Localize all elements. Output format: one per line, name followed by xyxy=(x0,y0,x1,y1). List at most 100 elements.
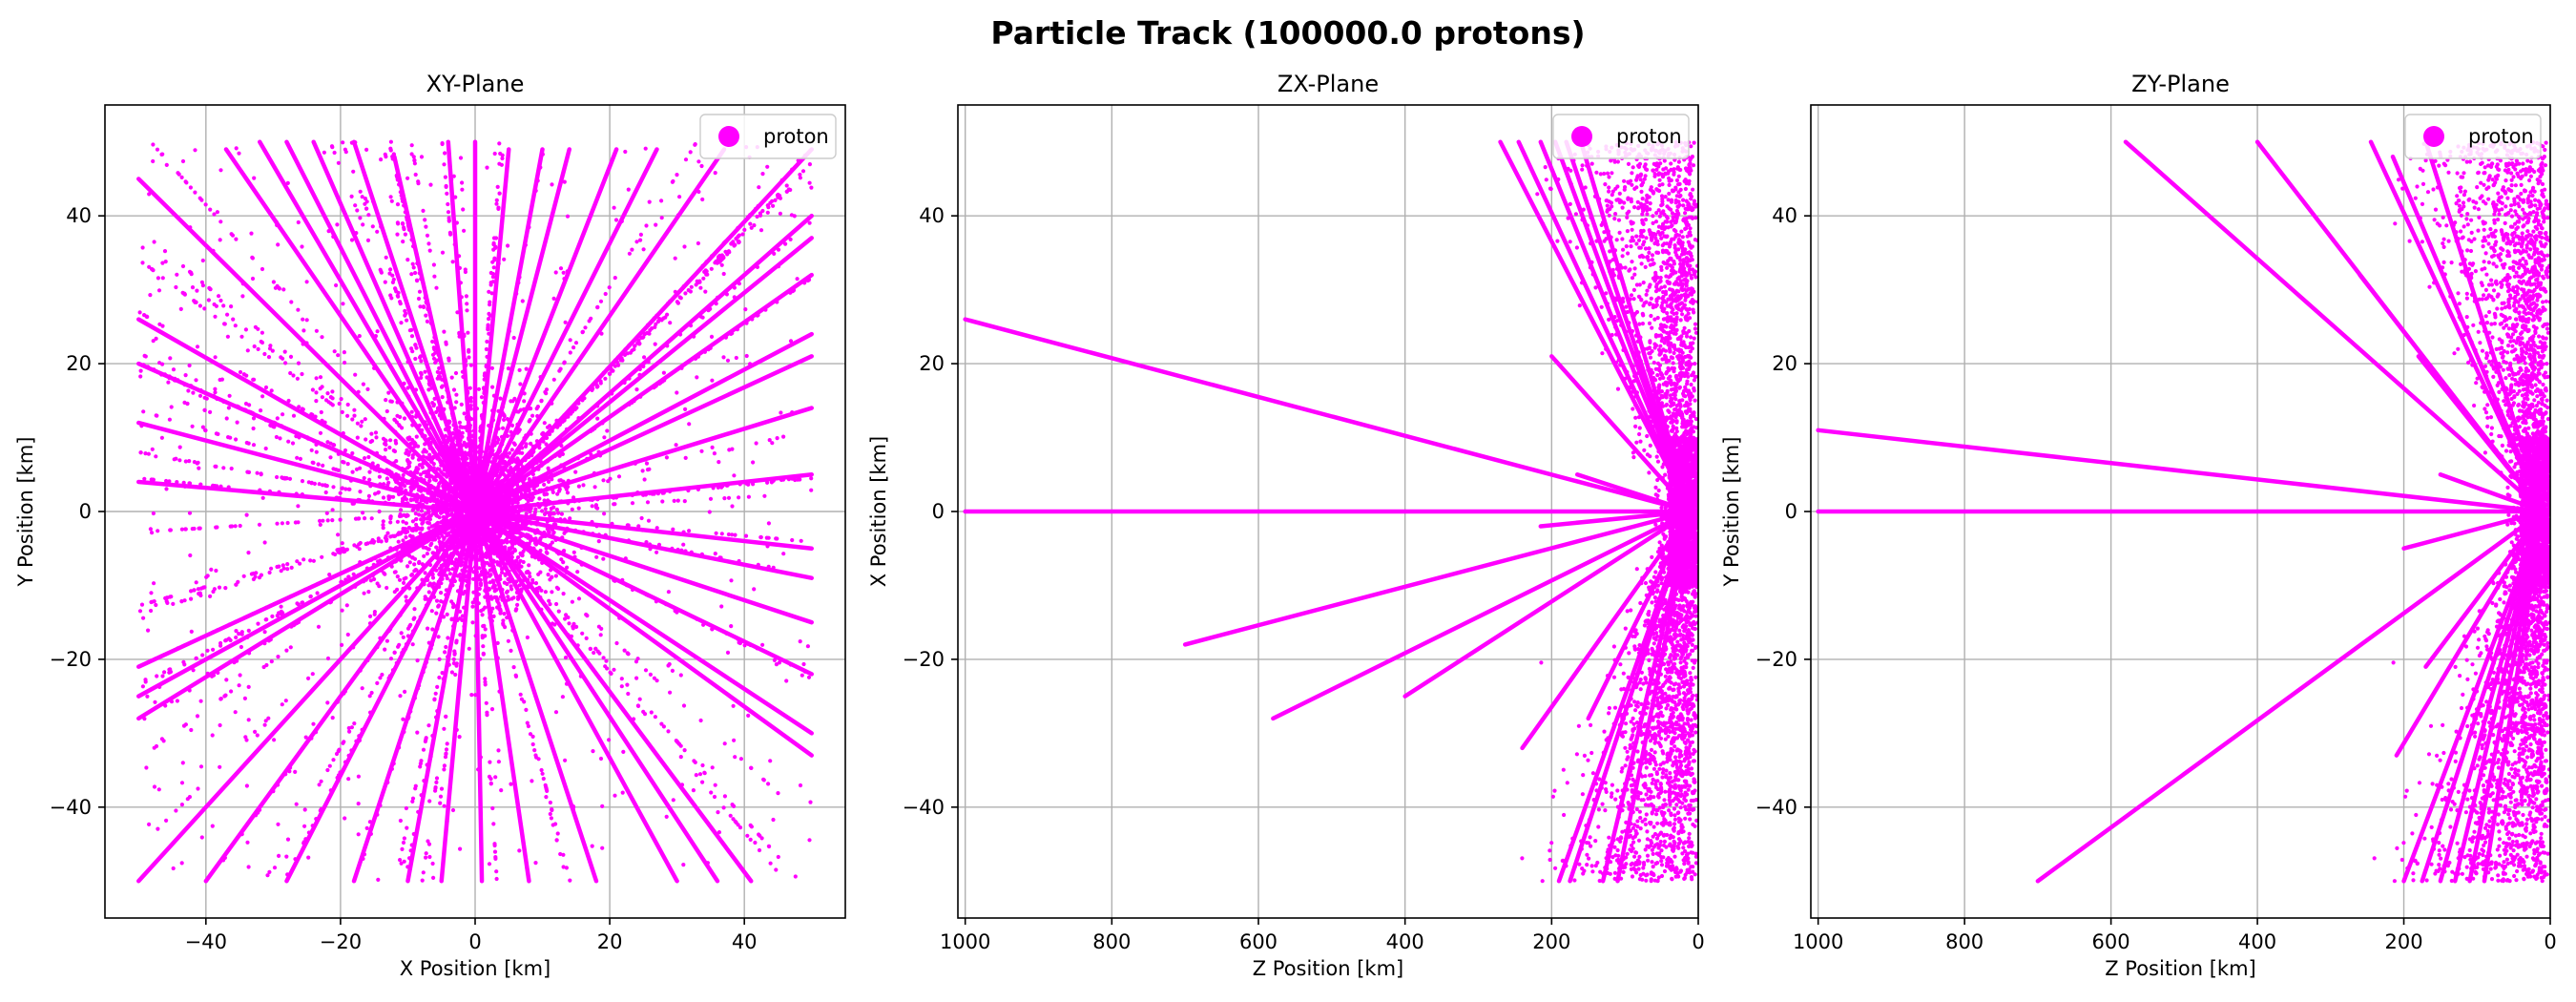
proton-point xyxy=(551,505,556,510)
proton-point xyxy=(483,627,488,632)
proton-point xyxy=(159,372,164,377)
proton-point xyxy=(766,844,772,848)
proton-point xyxy=(620,358,625,363)
proton-point xyxy=(494,595,499,600)
proton-point xyxy=(526,535,530,540)
proton-point xyxy=(426,381,431,386)
proton-point xyxy=(430,352,436,357)
proton-point xyxy=(561,549,567,553)
proton-point xyxy=(518,382,523,386)
proton-point xyxy=(318,580,322,586)
proton-point xyxy=(498,511,503,515)
proton-point xyxy=(318,375,323,380)
proton-point xyxy=(452,421,457,426)
proton-point xyxy=(218,219,223,224)
proton-point xyxy=(270,614,275,619)
proton-point xyxy=(454,502,460,507)
proton-point xyxy=(602,435,607,440)
proton-point xyxy=(451,527,456,532)
proton-point xyxy=(405,564,410,569)
proton-point xyxy=(409,143,414,148)
proton-point xyxy=(533,459,539,464)
proton-point xyxy=(147,822,152,827)
proton-point xyxy=(535,528,540,532)
proton-point xyxy=(433,451,438,456)
proton-point xyxy=(465,487,469,491)
proton-point xyxy=(493,472,498,477)
proton-point xyxy=(459,544,464,550)
proton-point xyxy=(459,539,464,545)
proton-point xyxy=(528,574,532,579)
proton-point xyxy=(421,208,426,213)
proton-point xyxy=(164,599,169,604)
proton-point xyxy=(337,748,342,753)
proton-point xyxy=(517,542,522,547)
proton-point xyxy=(454,565,459,571)
proton-point xyxy=(425,319,429,324)
proton-point xyxy=(449,546,454,551)
proton-point xyxy=(478,436,483,441)
proton-point xyxy=(351,572,356,576)
proton-point xyxy=(580,631,585,636)
proton-point xyxy=(430,733,435,739)
proton-point xyxy=(544,387,550,392)
proton-point xyxy=(481,400,486,406)
proton-point xyxy=(446,544,450,549)
proton-point xyxy=(770,441,775,446)
proton-point xyxy=(153,657,158,661)
proton-point xyxy=(480,475,485,480)
proton-point xyxy=(401,586,405,591)
proton-point xyxy=(462,487,467,492)
proton-point xyxy=(571,550,576,554)
proton-point xyxy=(648,542,653,547)
proton-point xyxy=(544,546,549,551)
proton-point xyxy=(376,463,381,469)
proton-point xyxy=(514,466,520,471)
proton-point xyxy=(253,324,258,329)
proton-point xyxy=(346,753,351,758)
proton-point xyxy=(453,195,458,199)
proton-point xyxy=(385,780,390,785)
proton-point xyxy=(654,526,659,531)
proton-point xyxy=(218,298,223,303)
proton-point xyxy=(755,264,760,269)
proton-point xyxy=(464,444,468,449)
proton-point xyxy=(551,377,556,382)
proton-point xyxy=(343,147,347,152)
proton-point xyxy=(288,765,293,770)
proton-point xyxy=(533,555,538,560)
proton-point xyxy=(594,385,600,389)
proton-point xyxy=(480,416,485,421)
proton-point xyxy=(204,396,209,401)
proton-point xyxy=(337,401,342,407)
proton-point xyxy=(143,678,148,682)
proton-point xyxy=(418,355,423,360)
proton-point xyxy=(494,876,499,882)
proton-point xyxy=(788,339,794,344)
proton-point xyxy=(424,535,428,540)
proton-point xyxy=(359,424,364,428)
proton-point xyxy=(434,611,439,616)
proton-point xyxy=(439,491,444,496)
proton-point xyxy=(666,590,672,595)
proton-point xyxy=(558,422,563,427)
proton-point xyxy=(805,278,810,283)
proton-point xyxy=(435,350,441,355)
proton-point xyxy=(460,369,465,374)
proton-point xyxy=(499,559,504,565)
proton-point xyxy=(199,280,204,284)
proton-track xyxy=(284,139,478,514)
proton-point xyxy=(402,547,406,552)
proton-point xyxy=(714,302,718,306)
proton-point xyxy=(334,751,340,757)
proton-point xyxy=(485,527,489,532)
proton-point xyxy=(316,462,321,467)
proton-point xyxy=(533,188,538,193)
proton-point xyxy=(477,505,482,510)
proton-point xyxy=(389,198,394,203)
proton-point xyxy=(488,553,492,557)
proton-point xyxy=(482,532,487,537)
proton-point xyxy=(653,715,658,720)
proton-point xyxy=(161,653,166,658)
proton-point xyxy=(424,737,428,742)
